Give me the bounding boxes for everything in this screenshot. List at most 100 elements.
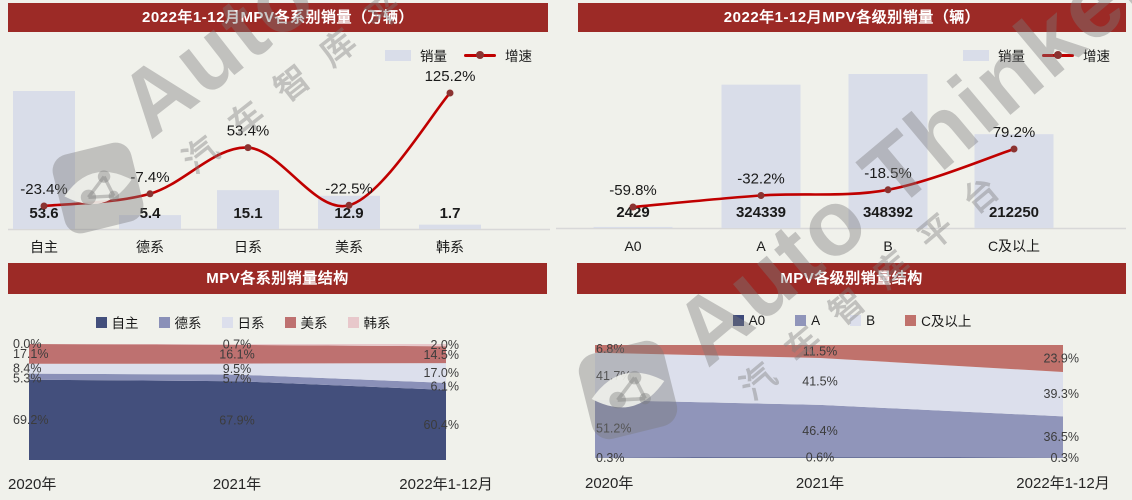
legend-label-sales: 销量 [420,49,447,64]
growth-label: -7.4% [130,169,169,186]
x-axis-label: 2021年 [796,475,844,492]
growth-marker [146,190,154,198]
growth-label: 79.2% [993,124,1036,141]
growth-label: -32.2% [737,171,785,188]
category-label: 韩系 [436,239,464,255]
area-band-美系 [29,344,446,364]
value-label: 212250 [989,204,1039,221]
category-label: 德系 [136,239,164,255]
growth-marker [629,203,637,211]
legend-label-sales: 销量 [998,49,1025,64]
share-label: 5.3% [13,372,42,386]
legend-swatch-icon [347,316,359,328]
area-band-A [595,399,1063,458]
share-label: 8.4% [13,362,42,376]
growth-marker [446,89,454,97]
growth-label: -23.4% [20,181,68,198]
legend-swatch-icon [95,316,107,328]
share-label: 0.7% [223,338,252,352]
share-label: 2.0% [431,338,460,352]
growth-line-icon [464,51,496,59]
legend-label: 美系 [300,316,328,331]
legend-label: 自主 [111,316,139,331]
legend-item-A0: A0 [732,312,766,328]
value-label: 1.7 [440,205,461,222]
category-label: A0 [624,238,641,254]
x-axis-label: 2020年 [585,475,633,492]
value-label: 12.9 [334,205,363,222]
share-label: 46.4% [802,424,837,438]
category-label: 日系 [234,239,262,255]
legend-series-structure: 自主 德系 日系 美系 韩系 [8,312,478,332]
legend-item-B: B [850,313,875,328]
bar-A [721,84,801,228]
legend-label: B [866,312,876,328]
share-label: 23.9% [1044,352,1079,366]
legend-class-sales: 销量 增速 [963,45,1110,65]
chart-title-class-structure: MPV各级别销量结构 [577,263,1126,294]
category-label: A [756,238,766,254]
share-label: 5.7% [223,372,252,386]
share-label: 41.5% [802,374,837,388]
x-axis-label: 2020年 [8,476,56,493]
legend-label: A0 [748,312,766,328]
sales-bar-swatch-icon [963,49,989,61]
x-axis-label: 2022年1-12月 [1016,475,1109,492]
value-label: 324339 [736,204,786,221]
area-band-德系 [29,373,446,390]
x-axis-label: 2022年1-12月 [399,476,492,493]
chart-title-series-structure: MPV各系别销量结构 [8,263,547,294]
legend-class-structure: A0 A B C及以上 [578,310,1126,330]
share-label: 17.1% [13,347,48,361]
share-label: 39.3% [1044,387,1079,401]
growth-label: -22.5% [325,180,373,197]
legend-swatch-icon [795,314,807,326]
legend-item-A: A [795,313,820,328]
growth-marker [757,192,765,199]
growth-marker-dot-icon [476,51,484,59]
share-label: 0.3% [1051,451,1080,465]
legend-label-growth: 增速 [1083,49,1110,64]
legend-swatch-icon [221,316,233,328]
area-band-B [595,352,1063,417]
share-label: 0.0% [13,337,42,351]
share-label: 67.9% [219,414,254,428]
category-label: C及以上 [988,238,1040,254]
share-label: 0.6% [806,451,835,465]
share-label: 69.2% [13,413,48,427]
growth-label: 125.2% [425,68,476,85]
legend-label: A [811,312,821,328]
growth-marker [345,201,353,209]
chart-title-class-sales: 2022年1-12月MPV各级别销量（辆） [578,3,1126,32]
growth-marker [1010,145,1018,153]
growth-label: -18.5% [864,165,912,182]
area-band-C及以上 [595,345,1063,372]
growth-line-icon [1042,51,1074,59]
share-label: 16.1% [219,348,254,362]
legend-label: 韩系 [363,316,391,331]
share-label: 6.1% [431,379,460,393]
legend-swatch-icon [905,314,917,326]
bar-美系 [318,195,380,229]
legend-item-德系: 德系 [158,312,202,332]
share-label: 6.8% [596,342,625,356]
legend-swatch-icon [158,316,170,328]
bar-A0 [593,226,673,228]
value-label: 53.6 [29,205,58,222]
growth-marker [40,202,48,210]
bar-韩系 [419,224,481,229]
share-label: 11.5% [803,344,838,358]
legend-series-sales: 销量 增速 [385,45,532,65]
category-label: B [883,238,892,254]
legend-item-韩系: 韩系 [347,312,391,332]
value-label: 5.4 [140,205,162,222]
x-axis-label: 2021年 [213,476,261,493]
value-label: 348392 [863,204,913,221]
legend-item-自主: 自主 [95,312,139,332]
legend-item-美系: 美系 [284,312,328,332]
share-label: 0.3% [596,451,625,465]
category-label: 美系 [335,239,363,255]
area-band-A0 [595,457,1063,458]
